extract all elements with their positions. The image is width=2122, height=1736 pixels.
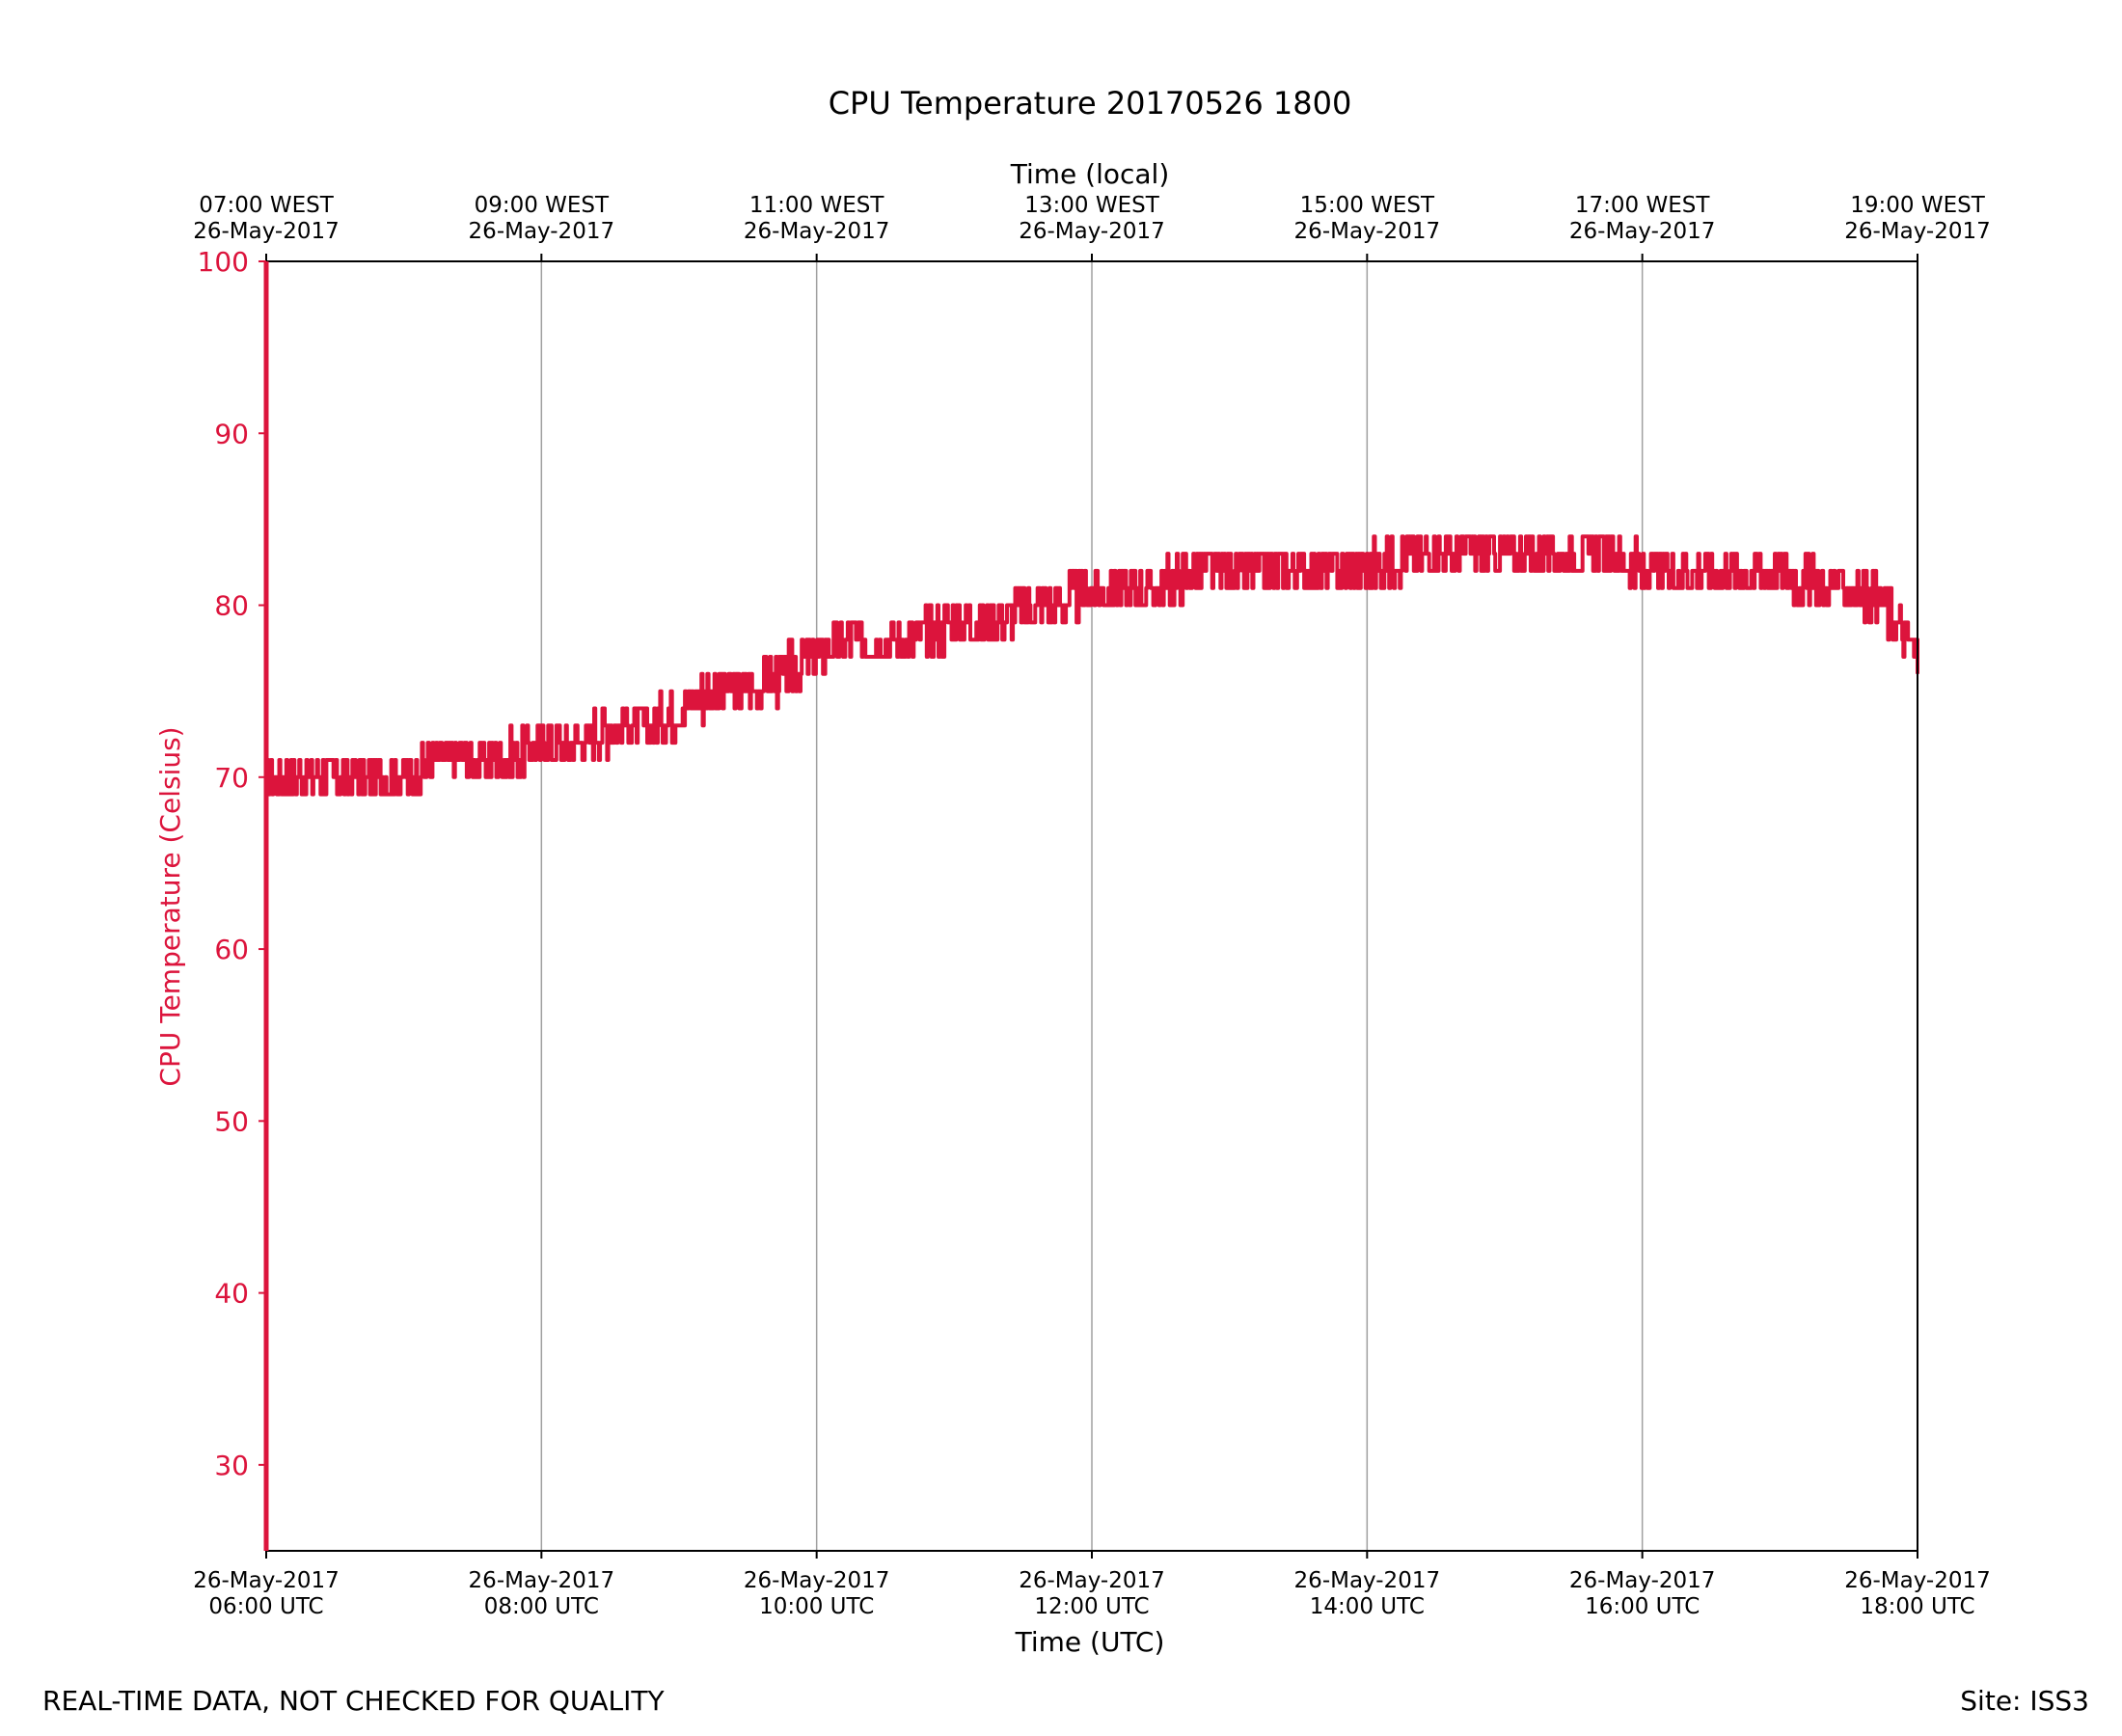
- x-top-tick-time: 11:00 WEST: [749, 193, 884, 218]
- x-top-tick-time: 13:00 WEST: [1024, 193, 1159, 218]
- y-tick-label: 40: [214, 1278, 249, 1310]
- x-bottom-tick-date: 26-May-2017: [1569, 1568, 1716, 1593]
- x-bottom-tick-time: 14:00 UTC: [1310, 1594, 1425, 1619]
- x-bottom-tick-time: 16:00 UTC: [1585, 1594, 1700, 1619]
- x-top-tick-date: 26-May-2017: [469, 219, 615, 244]
- x-bottom-tick-time: 18:00 UTC: [1860, 1594, 1974, 1619]
- x-top-tick-date: 26-May-2017: [193, 219, 340, 244]
- x-top-tick-time: 19:00 WEST: [1850, 193, 1985, 218]
- x-bottom-tick-date: 26-May-2017: [193, 1568, 340, 1593]
- bottom-axis-label: Time (UTC): [1015, 1626, 1165, 1658]
- x-bottom-tick-time: 12:00 UTC: [1034, 1594, 1149, 1619]
- x-bottom-tick-time: 06:00 UTC: [208, 1594, 323, 1619]
- x-bottom-tick-date: 26-May-2017: [1294, 1568, 1441, 1593]
- y-tick-label: 60: [214, 934, 249, 965]
- x-top-tick-date: 26-May-2017: [1569, 219, 1716, 244]
- chart-title: CPU Temperature 20170526 1800: [829, 85, 1352, 122]
- x-top-tick-date: 26-May-2017: [1294, 219, 1441, 244]
- site-label: Site: ISS3: [1960, 1685, 2089, 1717]
- x-top-tick-time: 09:00 WEST: [475, 193, 610, 218]
- y-tick-label: 30: [214, 1450, 249, 1481]
- x-top-tick-time: 07:00 WEST: [199, 193, 334, 218]
- y-tick-label: 100: [198, 246, 249, 278]
- y-tick-label: 80: [214, 590, 249, 622]
- x-top-tick-time: 17:00 WEST: [1575, 193, 1710, 218]
- y-tick-label: 50: [214, 1105, 249, 1137]
- series-layer: [265, 534, 1919, 797]
- cpu-temperature-series-line: [265, 534, 1919, 797]
- x-bottom-tick-time: 10:00 UTC: [759, 1594, 874, 1619]
- y-tick-label: 70: [214, 762, 249, 794]
- x-bottom-tick-date: 26-May-2017: [1844, 1568, 1991, 1593]
- top-axis-label: Time (local): [1010, 158, 1170, 190]
- x-bottom-tick-date: 26-May-2017: [1019, 1568, 1165, 1593]
- grid-lines: [540, 261, 1644, 1551]
- x-top-tick-time: 15:00 WEST: [1300, 193, 1435, 218]
- y-tick-label: 90: [214, 418, 249, 449]
- x-bottom-tick-time: 08:00 UTC: [484, 1594, 599, 1619]
- x-top-tick-date: 26-May-2017: [1844, 219, 1991, 244]
- x-bottom-tick-date: 26-May-2017: [744, 1568, 890, 1593]
- x-bottom-tick-date: 26-May-2017: [469, 1568, 615, 1593]
- x-top-tick-date: 26-May-2017: [744, 219, 890, 244]
- y-axis-label: CPU Temperature (Celsius): [154, 726, 186, 1086]
- quality-note: REAL-TIME DATA, NOT CHECKED FOR QUALITY: [42, 1685, 665, 1717]
- x-top-tick-date: 26-May-2017: [1019, 219, 1165, 244]
